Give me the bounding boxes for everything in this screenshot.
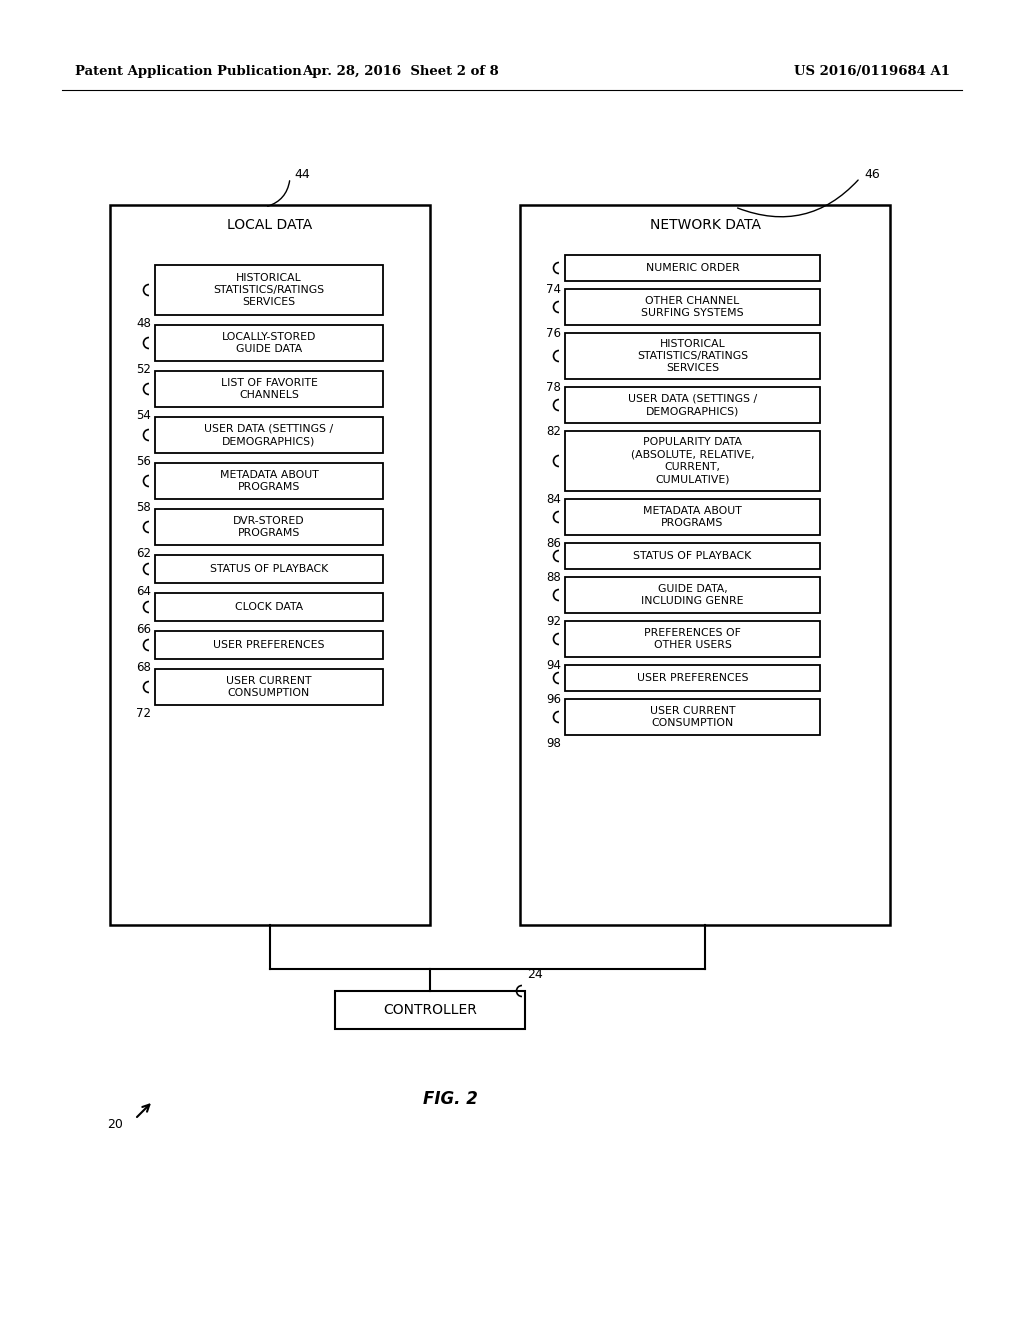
Bar xyxy=(565,577,820,612)
Text: METADATA ABOUT
PROGRAMS: METADATA ABOUT PROGRAMS xyxy=(643,506,741,528)
Text: 56: 56 xyxy=(136,455,151,469)
Bar xyxy=(565,700,820,735)
Bar xyxy=(565,255,820,281)
Text: DVR-STORED
PROGRAMS: DVR-STORED PROGRAMS xyxy=(233,516,305,539)
Text: NETWORK DATA: NETWORK DATA xyxy=(649,218,761,232)
Text: USER CURRENT
CONSUMPTION: USER CURRENT CONSUMPTION xyxy=(226,676,311,698)
Text: 58: 58 xyxy=(136,502,151,513)
Bar xyxy=(565,432,820,491)
Text: USER PREFERENCES: USER PREFERENCES xyxy=(637,673,749,682)
Text: 76: 76 xyxy=(546,327,561,341)
Bar xyxy=(155,417,383,453)
Text: 68: 68 xyxy=(136,661,151,675)
Text: LOCALLY-STORED
GUIDE DATA: LOCALLY-STORED GUIDE DATA xyxy=(222,331,316,354)
Text: 44: 44 xyxy=(294,169,309,181)
Text: USER DATA (SETTINGS /
DEMOGRAPHICS): USER DATA (SETTINGS / DEMOGRAPHICS) xyxy=(628,393,757,416)
Bar xyxy=(565,620,820,657)
Text: 64: 64 xyxy=(136,585,151,598)
Text: 98: 98 xyxy=(546,737,561,750)
Text: LOCAL DATA: LOCAL DATA xyxy=(227,218,312,232)
Text: 20: 20 xyxy=(108,1118,123,1130)
Text: GUIDE DATA,
INCLUDING GENRE: GUIDE DATA, INCLUDING GENRE xyxy=(641,583,743,606)
Text: 52: 52 xyxy=(136,363,151,376)
Text: FIG. 2: FIG. 2 xyxy=(423,1090,477,1107)
Text: 24: 24 xyxy=(527,968,543,981)
Bar xyxy=(155,510,383,545)
Text: 84: 84 xyxy=(546,492,561,506)
Bar xyxy=(155,371,383,407)
Bar xyxy=(155,593,383,620)
Bar xyxy=(155,463,383,499)
Text: 48: 48 xyxy=(136,317,151,330)
Text: Apr. 28, 2016  Sheet 2 of 8: Apr. 28, 2016 Sheet 2 of 8 xyxy=(302,66,499,78)
Text: 82: 82 xyxy=(546,425,561,438)
Text: 88: 88 xyxy=(546,572,561,583)
Text: HISTORICAL
STATISTICS/RATINGS
SERVICES: HISTORICAL STATISTICS/RATINGS SERVICES xyxy=(637,339,749,374)
Bar xyxy=(565,387,820,422)
Text: PREFERENCES OF
OTHER USERS: PREFERENCES OF OTHER USERS xyxy=(644,628,741,651)
Text: 86: 86 xyxy=(546,537,561,550)
Text: 62: 62 xyxy=(136,546,151,560)
Text: 92: 92 xyxy=(546,615,561,628)
Text: LIST OF FAVORITE
CHANNELS: LIST OF FAVORITE CHANNELS xyxy=(220,378,317,400)
Text: 54: 54 xyxy=(136,409,151,422)
Text: 46: 46 xyxy=(864,169,880,181)
Text: STATUS OF PLAYBACK: STATUS OF PLAYBACK xyxy=(634,550,752,561)
Bar xyxy=(155,669,383,705)
Text: CLOCK DATA: CLOCK DATA xyxy=(234,602,303,612)
Text: HISTORICAL
STATISTICS/RATINGS
SERVICES: HISTORICAL STATISTICS/RATINGS SERVICES xyxy=(213,273,325,308)
Bar xyxy=(110,205,430,925)
Text: USER DATA (SETTINGS /
DEMOGRAPHICS): USER DATA (SETTINGS / DEMOGRAPHICS) xyxy=(205,424,334,446)
Text: USER CURRENT
CONSUMPTION: USER CURRENT CONSUMPTION xyxy=(650,706,735,729)
Text: 78: 78 xyxy=(546,381,561,393)
Bar xyxy=(155,554,383,583)
Bar xyxy=(155,631,383,659)
Bar xyxy=(565,499,820,535)
Bar xyxy=(155,325,383,360)
Text: CONTROLLER: CONTROLLER xyxy=(383,1003,477,1016)
Text: 94: 94 xyxy=(546,659,561,672)
Bar xyxy=(335,991,525,1030)
Bar xyxy=(565,333,820,379)
Bar xyxy=(520,205,890,925)
Text: POPULARITY DATA
(ABSOLUTE, RELATIVE,
CURRENT,
CUMULATIVE): POPULARITY DATA (ABSOLUTE, RELATIVE, CUR… xyxy=(631,437,755,484)
Text: OTHER CHANNEL
SURFING SYSTEMS: OTHER CHANNEL SURFING SYSTEMS xyxy=(641,296,743,318)
Text: STATUS OF PLAYBACK: STATUS OF PLAYBACK xyxy=(210,564,328,574)
Text: 74: 74 xyxy=(546,282,561,296)
Text: USER PREFERENCES: USER PREFERENCES xyxy=(213,640,325,649)
Text: 72: 72 xyxy=(136,708,151,719)
Bar xyxy=(565,665,820,690)
Text: 66: 66 xyxy=(136,623,151,636)
Bar xyxy=(565,543,820,569)
Text: NUMERIC ORDER: NUMERIC ORDER xyxy=(645,263,739,273)
Text: Patent Application Publication: Patent Application Publication xyxy=(75,66,302,78)
Text: US 2016/0119684 A1: US 2016/0119684 A1 xyxy=(794,66,950,78)
Text: 96: 96 xyxy=(546,693,561,706)
Bar xyxy=(565,289,820,325)
Bar xyxy=(155,265,383,315)
Text: METADATA ABOUT
PROGRAMS: METADATA ABOUT PROGRAMS xyxy=(219,470,318,492)
